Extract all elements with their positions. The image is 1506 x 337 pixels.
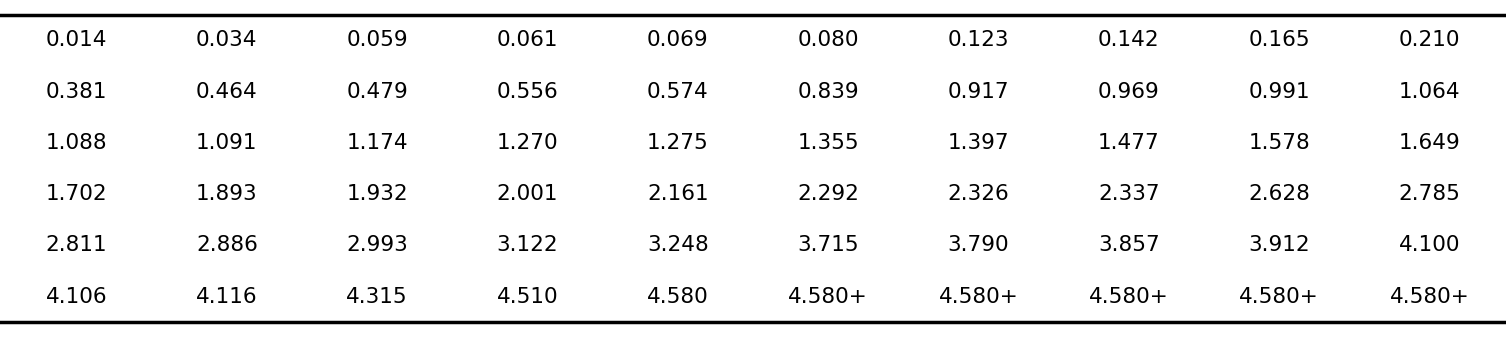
Text: 0.061: 0.061 [497,30,559,50]
Text: 2.292: 2.292 [797,184,858,204]
Text: 1.893: 1.893 [196,184,258,204]
Text: 0.210: 0.210 [1399,30,1461,50]
Text: 2.785: 2.785 [1399,184,1461,204]
Text: 0.069: 0.069 [648,30,709,50]
Text: 4.580+: 4.580+ [788,287,867,307]
Text: 0.034: 0.034 [196,30,258,50]
Text: 1.091: 1.091 [196,133,258,153]
Text: 4.580+: 4.580+ [1089,287,1169,307]
Text: 2.337: 2.337 [1098,184,1160,204]
Text: 0.556: 0.556 [497,82,559,102]
Text: 3.857: 3.857 [1098,235,1160,255]
Text: 2.628: 2.628 [1248,184,1310,204]
Text: 1.702: 1.702 [45,184,107,204]
Text: 0.142: 0.142 [1098,30,1160,50]
Text: 2.886: 2.886 [196,235,258,255]
Text: 4.315: 4.315 [346,287,408,307]
Text: 1.578: 1.578 [1248,133,1310,153]
Text: 4.116: 4.116 [196,287,258,307]
Text: 1.088: 1.088 [45,133,107,153]
Text: 0.381: 0.381 [45,82,107,102]
Text: 0.123: 0.123 [947,30,1009,50]
Text: 0.464: 0.464 [196,82,258,102]
Text: 2.326: 2.326 [947,184,1009,204]
Text: 4.106: 4.106 [45,287,107,307]
Text: 0.991: 0.991 [1248,82,1310,102]
Text: 2.161: 2.161 [648,184,709,204]
Text: 0.479: 0.479 [346,82,408,102]
Text: 0.839: 0.839 [797,82,858,102]
Text: 4.580+: 4.580+ [938,287,1018,307]
Text: 4.580+: 4.580+ [1390,287,1470,307]
Text: 1.397: 1.397 [947,133,1009,153]
Text: 1.932: 1.932 [346,184,408,204]
Text: 4.580+: 4.580+ [1239,287,1319,307]
Text: 0.059: 0.059 [346,30,408,50]
Text: 4.580: 4.580 [648,287,709,307]
Text: 3.122: 3.122 [497,235,559,255]
Text: 0.574: 0.574 [648,82,709,102]
Text: 3.912: 3.912 [1248,235,1310,255]
Text: 1.355: 1.355 [797,133,858,153]
Text: 0.917: 0.917 [947,82,1009,102]
Text: 2.811: 2.811 [45,235,107,255]
Text: 1.649: 1.649 [1399,133,1461,153]
Text: 4.510: 4.510 [497,287,559,307]
Text: 3.715: 3.715 [797,235,858,255]
Text: 1.270: 1.270 [497,133,559,153]
Text: 0.969: 0.969 [1098,82,1160,102]
Text: 1.477: 1.477 [1098,133,1160,153]
Text: 2.001: 2.001 [497,184,559,204]
Text: 3.790: 3.790 [947,235,1009,255]
Text: 0.165: 0.165 [1248,30,1310,50]
Text: 1.275: 1.275 [648,133,709,153]
Text: 1.174: 1.174 [346,133,408,153]
Text: 0.014: 0.014 [45,30,107,50]
Text: 4.100: 4.100 [1399,235,1461,255]
Text: 2.993: 2.993 [346,235,408,255]
Text: 1.064: 1.064 [1399,82,1461,102]
Text: 0.080: 0.080 [797,30,858,50]
Text: 3.248: 3.248 [648,235,709,255]
